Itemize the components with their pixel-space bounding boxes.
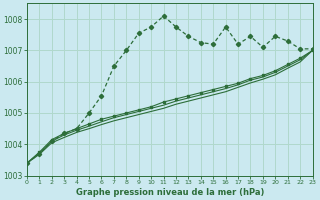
X-axis label: Graphe pression niveau de la mer (hPa): Graphe pression niveau de la mer (hPa) xyxy=(76,188,264,197)
